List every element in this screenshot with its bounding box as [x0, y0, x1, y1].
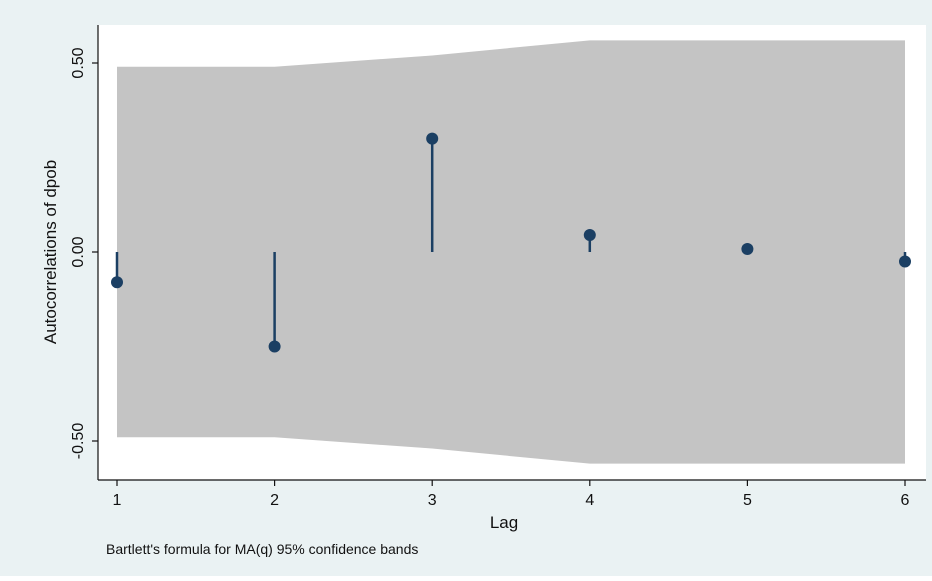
acf-point-lag-6 [899, 255, 911, 268]
confidence-band [117, 40, 905, 464]
x-tick-label: 6 [901, 492, 910, 509]
x-tick-label: 2 [270, 492, 279, 509]
x-tick-label: 3 [428, 492, 437, 509]
y-tick-label: -0.50 [70, 423, 87, 460]
y-tick-label: 0.00 [70, 236, 87, 267]
y-axis-title: Autocorrelations of dpob [41, 160, 60, 344]
x-tick-label: 1 [113, 492, 122, 509]
y-tick-label: 0.50 [70, 47, 87, 78]
acf-point-lag-2 [268, 340, 281, 353]
chart-note: Bartlett's formula for MA(q) 95% confide… [106, 541, 418, 557]
x-tick-label: 4 [585, 492, 594, 509]
x-axis-title: Lag [490, 513, 518, 532]
acf-point-lag-3 [426, 132, 439, 145]
x-tick-label: 5 [743, 492, 752, 509]
acf-point-lag-5 [741, 242, 754, 255]
acf-point-lag-1 [111, 276, 123, 289]
acf-point-lag-4 [583, 228, 596, 241]
